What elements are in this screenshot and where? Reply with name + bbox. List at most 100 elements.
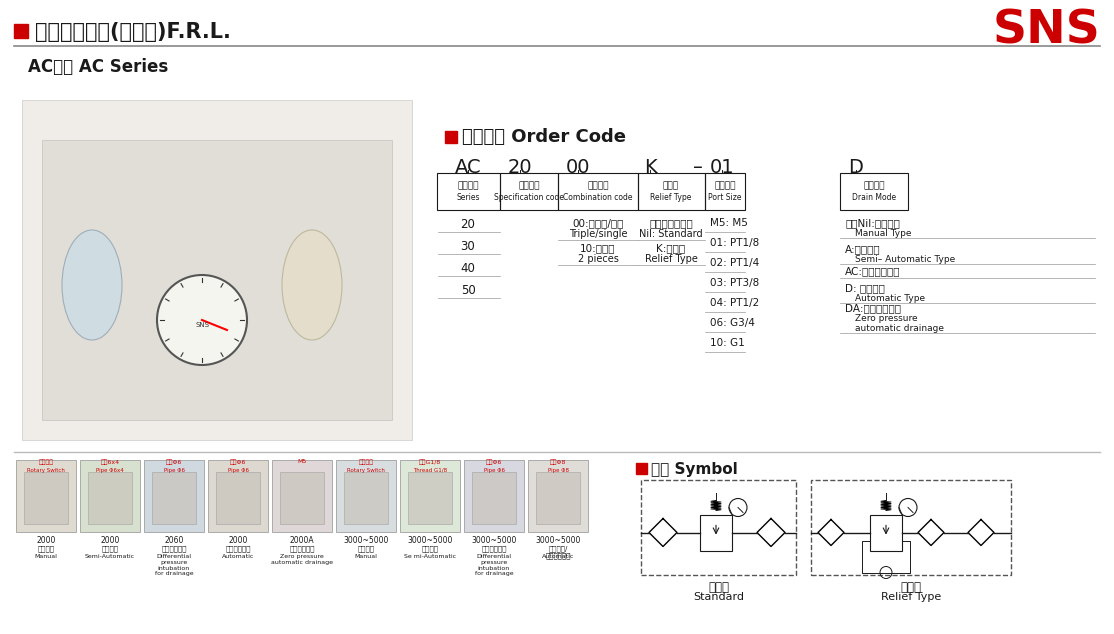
- Text: SNS: SNS: [993, 8, 1100, 53]
- Text: K: K: [644, 158, 656, 177]
- Text: Semi-Automatic: Semi-Automatic: [85, 554, 135, 559]
- Text: 订货型号 Order Code: 订货型号 Order Code: [462, 128, 626, 146]
- Text: 04: PT1/2: 04: PT1/2: [710, 298, 760, 308]
- Text: AC系列 AC Series: AC系列 AC Series: [28, 58, 168, 76]
- Text: Manual: Manual: [354, 554, 378, 559]
- Text: Rotary Switch: Rotary Switch: [27, 468, 65, 473]
- Text: 20: 20: [508, 158, 532, 177]
- Bar: [25, 472, 68, 524]
- Text: 01: 01: [710, 158, 734, 177]
- Text: 逆流型: 逆流型: [900, 581, 921, 594]
- Text: 规格代号: 规格代号: [518, 181, 540, 190]
- Text: Semi– Automatic Type: Semi– Automatic Type: [856, 255, 955, 264]
- Text: 40: 40: [460, 262, 476, 275]
- Text: Pipe Φ6: Pipe Φ6: [227, 468, 248, 473]
- Text: 自动排水/
零压自动排水: 自动排水/ 零压自动排水: [545, 545, 570, 559]
- Text: 接管Φ6: 接管Φ6: [229, 459, 246, 465]
- Text: 接管Φ6: 接管Φ6: [166, 459, 183, 465]
- Text: 符号 Symbol: 符号 Symbol: [651, 462, 737, 477]
- Text: 3000~5000: 3000~5000: [536, 536, 580, 545]
- Bar: [641, 480, 797, 575]
- Text: M5: M5: [297, 459, 306, 464]
- Text: Manual: Manual: [35, 554, 58, 559]
- Text: Relief Type: Relief Type: [645, 254, 697, 264]
- Text: D: 自动排水: D: 自动排水: [846, 283, 885, 293]
- Text: SNS: SNS: [195, 322, 209, 328]
- Text: 02: PT1/4: 02: PT1/4: [710, 258, 760, 268]
- Text: Zero pressure: Zero pressure: [856, 314, 918, 323]
- Text: 螺纹G1/8: 螺纹G1/8: [419, 459, 441, 465]
- Text: 3000~5000: 3000~5000: [408, 536, 452, 545]
- Text: Automatic: Automatic: [541, 554, 574, 559]
- Ellipse shape: [62, 230, 123, 340]
- Text: 螺纹接口: 螺纹接口: [714, 181, 735, 190]
- Text: Combination code: Combination code: [564, 193, 633, 202]
- Text: Pipe Φ6x4: Pipe Φ6x4: [96, 468, 124, 473]
- Bar: [144, 460, 204, 532]
- Text: 零压自动排水: 零压自动排水: [290, 545, 315, 552]
- Text: 3000~5000: 3000~5000: [471, 536, 517, 545]
- Text: 旋转开关: 旋转开关: [39, 459, 53, 465]
- Text: AC:差压插管排水: AC:差压插管排水: [846, 266, 900, 276]
- Bar: [444, 131, 457, 143]
- Bar: [811, 480, 1012, 575]
- Bar: [216, 472, 260, 524]
- Text: Manual Type: Manual Type: [856, 229, 911, 238]
- Text: 差压插管排水: 差压插管排水: [481, 545, 507, 552]
- Text: 空白Nil:手动排水: 空白Nil:手动排水: [846, 218, 900, 228]
- Bar: [870, 515, 902, 550]
- Bar: [408, 472, 452, 524]
- Text: M5: M5: M5: M5: [710, 218, 747, 228]
- Text: Series: Series: [457, 193, 480, 202]
- Text: 10: G1: 10: G1: [710, 338, 745, 348]
- Circle shape: [157, 275, 247, 365]
- Text: 排水方式: 排水方式: [863, 181, 885, 190]
- Text: 差压自动排水: 差压自动排水: [225, 545, 251, 552]
- Text: 06: G3/4: 06: G3/4: [710, 318, 755, 328]
- Bar: [472, 472, 516, 524]
- Text: 差压排水: 差压排水: [421, 545, 439, 552]
- Text: AC: AC: [455, 158, 481, 177]
- Bar: [400, 460, 460, 532]
- Text: 手动排水: 手动排水: [358, 545, 374, 552]
- Text: 差压插管排水: 差压插管排水: [162, 545, 187, 552]
- Text: 00: 00: [566, 158, 590, 177]
- Text: 标准型: 标准型: [709, 581, 729, 594]
- Bar: [536, 472, 580, 524]
- Bar: [336, 460, 395, 532]
- Text: automatic drainage: automatic drainage: [856, 324, 944, 333]
- Text: 00:三联件/单件: 00:三联件/单件: [573, 218, 624, 228]
- Bar: [638, 173, 705, 210]
- Bar: [16, 460, 76, 532]
- Text: Triple/single: Triple/single: [569, 229, 627, 239]
- Bar: [465, 460, 524, 532]
- Text: K:逆流型: K:逆流型: [656, 243, 685, 253]
- Text: Differential
pressure
intubation
for drainage: Differential pressure intubation for dra…: [475, 554, 514, 576]
- Bar: [280, 472, 324, 524]
- Text: Se mi-Automatic: Se mi-Automatic: [404, 554, 456, 559]
- Text: Thread G1/8: Thread G1/8: [413, 468, 447, 473]
- Text: 50: 50: [460, 284, 476, 297]
- Text: A:差压排水: A:差压排水: [846, 244, 881, 254]
- Text: 接管6x4: 接管6x4: [100, 459, 119, 465]
- Text: 接管Φ6: 接管Φ6: [486, 459, 502, 465]
- Text: 2000: 2000: [100, 536, 119, 545]
- Text: –: –: [693, 158, 703, 177]
- Bar: [437, 173, 500, 210]
- Text: Automatic: Automatic: [222, 554, 254, 559]
- Text: 联件代号: 联件代号: [587, 181, 608, 190]
- Bar: [22, 100, 412, 440]
- Bar: [272, 460, 332, 532]
- Text: Relief Type: Relief Type: [651, 193, 692, 202]
- Bar: [14, 24, 28, 38]
- Bar: [344, 472, 388, 524]
- Bar: [500, 173, 558, 210]
- Text: D: D: [849, 158, 863, 177]
- Bar: [80, 460, 140, 532]
- Text: 2 pieces: 2 pieces: [577, 254, 618, 264]
- Text: Differential
pressure
intubation
for drainage: Differential pressure intubation for dra…: [155, 554, 194, 576]
- Ellipse shape: [282, 230, 342, 340]
- Text: Pipe Φ6: Pipe Φ6: [164, 468, 185, 473]
- Text: Specification code: Specification code: [494, 193, 564, 202]
- Text: 01: PT1/8: 01: PT1/8: [710, 238, 760, 248]
